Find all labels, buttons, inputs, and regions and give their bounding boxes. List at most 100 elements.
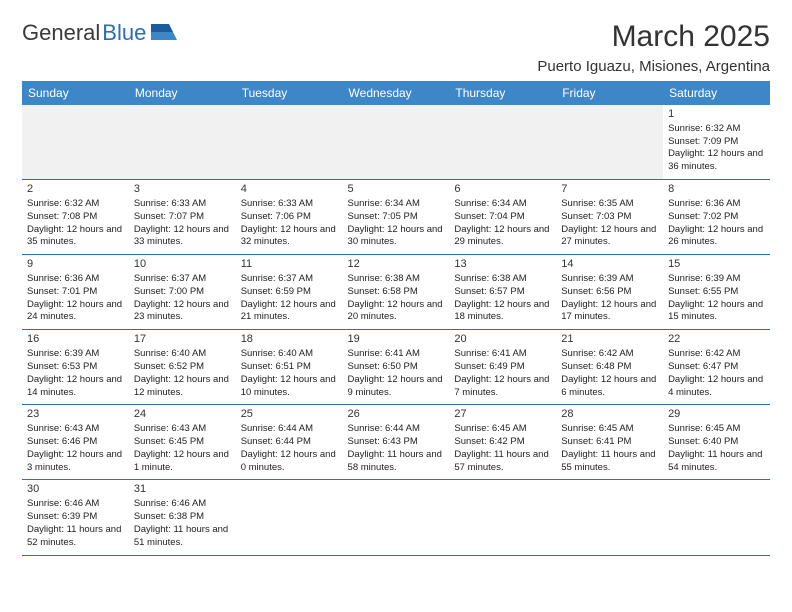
- sunrise-line: Sunrise: 6:32 AM: [27, 198, 124, 211]
- sunrise-line: Sunrise: 6:41 AM: [348, 348, 445, 361]
- day-cell: 31Sunrise: 6:46 AMSunset: 6:38 PMDayligh…: [129, 480, 236, 555]
- sunrise-line: Sunrise: 6:45 AM: [561, 423, 658, 436]
- empty-cell: [236, 105, 343, 180]
- empty-cell: [663, 480, 770, 555]
- day-cell: 23Sunrise: 6:43 AMSunset: 6:46 PMDayligh…: [22, 405, 129, 480]
- day-header: Thursday: [449, 81, 556, 105]
- day-cell: 24Sunrise: 6:43 AMSunset: 6:45 PMDayligh…: [129, 405, 236, 480]
- sunset-line: Sunset: 6:57 PM: [454, 286, 551, 299]
- calendar-row: 16Sunrise: 6:39 AMSunset: 6:53 PMDayligh…: [22, 330, 770, 405]
- sunset-line: Sunset: 6:39 PM: [27, 511, 124, 524]
- day-cell: 12Sunrise: 6:38 AMSunset: 6:58 PMDayligh…: [343, 255, 450, 330]
- sunset-line: Sunset: 6:40 PM: [668, 436, 765, 449]
- day-cell: 21Sunrise: 6:42 AMSunset: 6:48 PMDayligh…: [556, 330, 663, 405]
- day-number: 27: [454, 407, 551, 422]
- daylight-line: Daylight: 12 hours and 33 minutes.: [134, 224, 231, 250]
- sunset-line: Sunset: 7:04 PM: [454, 211, 551, 224]
- empty-cell: [22, 105, 129, 180]
- day-cell: 15Sunrise: 6:39 AMSunset: 6:55 PMDayligh…: [663, 255, 770, 330]
- sunrise-line: Sunrise: 6:44 AM: [241, 423, 338, 436]
- daylight-line: Daylight: 12 hours and 0 minutes.: [241, 449, 338, 475]
- day-number: 9: [27, 257, 124, 272]
- day-number: 14: [561, 257, 658, 272]
- day-number: 2: [27, 182, 124, 197]
- daylight-line: Daylight: 12 hours and 20 minutes.: [348, 299, 445, 325]
- sunset-line: Sunset: 6:58 PM: [348, 286, 445, 299]
- sunset-line: Sunset: 6:56 PM: [561, 286, 658, 299]
- daylight-line: Daylight: 11 hours and 57 minutes.: [454, 449, 551, 475]
- day-number: 4: [241, 182, 338, 197]
- sunrise-line: Sunrise: 6:37 AM: [134, 273, 231, 286]
- day-number: 1: [668, 107, 765, 122]
- sunset-line: Sunset: 6:46 PM: [27, 436, 124, 449]
- sunrise-line: Sunrise: 6:39 AM: [27, 348, 124, 361]
- sunrise-line: Sunrise: 6:46 AM: [27, 498, 124, 511]
- day-number: 10: [134, 257, 231, 272]
- day-number: 5: [348, 182, 445, 197]
- sunrise-line: Sunrise: 6:45 AM: [454, 423, 551, 436]
- day-number: 23: [27, 407, 124, 422]
- sunset-line: Sunset: 7:08 PM: [27, 211, 124, 224]
- daylight-line: Daylight: 12 hours and 14 minutes.: [27, 374, 124, 400]
- sunrise-line: Sunrise: 6:39 AM: [668, 273, 765, 286]
- sunset-line: Sunset: 7:09 PM: [668, 136, 765, 149]
- daylight-line: Daylight: 12 hours and 29 minutes.: [454, 224, 551, 250]
- sunrise-line: Sunrise: 6:41 AM: [454, 348, 551, 361]
- sunrise-line: Sunrise: 6:43 AM: [134, 423, 231, 436]
- day-cell: 18Sunrise: 6:40 AMSunset: 6:51 PMDayligh…: [236, 330, 343, 405]
- daylight-line: Daylight: 11 hours and 58 minutes.: [348, 449, 445, 475]
- day-number: 25: [241, 407, 338, 422]
- day-number: 15: [668, 257, 765, 272]
- daylight-line: Daylight: 12 hours and 26 minutes.: [668, 224, 765, 250]
- sunrise-line: Sunrise: 6:40 AM: [241, 348, 338, 361]
- day-number: 11: [241, 257, 338, 272]
- calendar-table: Sunday Monday Tuesday Wednesday Thursday…: [22, 81, 770, 556]
- day-cell: 8Sunrise: 6:36 AMSunset: 7:02 PMDaylight…: [663, 180, 770, 255]
- sunrise-line: Sunrise: 6:42 AM: [561, 348, 658, 361]
- day-number: 31: [134, 482, 231, 497]
- sunset-line: Sunset: 6:53 PM: [27, 361, 124, 374]
- day-number: 16: [27, 332, 124, 347]
- calendar-row: 2Sunrise: 6:32 AMSunset: 7:08 PM Daylight…: [22, 180, 770, 255]
- sunrise-line: Sunrise: 6:42 AM: [668, 348, 765, 361]
- day-number: 13: [454, 257, 551, 272]
- daylight-line: Daylight: 12 hours and 36 minutes.: [668, 148, 765, 174]
- day-cell: 1Sunrise: 6:32 AMSunset: 7:09 PMDaylight…: [663, 105, 770, 180]
- day-cell: 3Sunrise: 6:33 AMSunset: 7:07 PMDaylight…: [129, 180, 236, 255]
- calendar-row: 23 Sunrise: 6:43 AM Sunset: 6:46 PM Dayligh…: [22, 405, 770, 480]
- sunset-line: Sunset: 7:01 PM: [27, 286, 124, 299]
- sunset-line: Sunset: 6:41 PM: [561, 436, 658, 449]
- daylight-line: Daylight: 12 hours and 21 minutes.: [241, 299, 338, 325]
- sunrise-line: Sunrise: 6:40 AM: [134, 348, 231, 361]
- day-number: 6: [454, 182, 551, 197]
- sunrise-line: Sunrise: 6:46 AM: [134, 498, 231, 511]
- daylight-line: Daylight: 12 hours and 23 minutes.: [134, 299, 231, 325]
- day-number: 29: [668, 407, 765, 422]
- day-header: Friday: [556, 81, 663, 105]
- empty-cell: [449, 105, 556, 180]
- day-number: 12: [348, 257, 445, 272]
- sunset-line: Sunset: 6:38 PM: [134, 511, 231, 524]
- calendar-row: 30Sunrise: 6:46 AMSunset: 6:39 PMDayligh…: [22, 480, 770, 555]
- sunrise-line: Sunrise: 6:34 AM: [348, 198, 445, 211]
- day-cell: 25Sunrise: 6:44 AMSunset: 6:44 PMDayligh…: [236, 405, 343, 480]
- day-header: Saturday: [663, 81, 770, 105]
- empty-cell: [449, 480, 556, 555]
- empty-cell: [129, 105, 236, 180]
- sunrise-line: Sunrise: 6:33 AM: [134, 198, 231, 211]
- sunrise-line: Sunrise: 6:36 AM: [27, 273, 124, 286]
- location: Puerto Iguazu, Misiones, Argentina: [537, 58, 770, 75]
- sunset-line: Sunset: 6:50 PM: [348, 361, 445, 374]
- daylight-line: Daylight: 12 hours and 1 minute.: [134, 449, 231, 475]
- day-number: 17: [134, 332, 231, 347]
- sunrise-line: Sunrise: 6:45 AM: [668, 423, 765, 436]
- day-cell: 22Sunrise: 6:42 AMSunset: 6:47 PMDayligh…: [663, 330, 770, 405]
- logo-flag-icon: [151, 22, 177, 42]
- calendar-row: 1Sunrise: 6:32 AMSunset: 7:09 PMDaylight…: [22, 105, 770, 180]
- day-cell: 26Sunrise: 6:44 AMSunset: 6:43 PMDayligh…: [343, 405, 450, 480]
- sunrise-line: Sunrise: 6:35 AM: [561, 198, 658, 211]
- day-cell: 27Sunrise: 6:45 AMSunset: 6:42 PMDayligh…: [449, 405, 556, 480]
- day-number: 18: [241, 332, 338, 347]
- daylight-line: Daylight: 11 hours and 54 minutes.: [668, 449, 765, 475]
- day-number: 24: [134, 407, 231, 422]
